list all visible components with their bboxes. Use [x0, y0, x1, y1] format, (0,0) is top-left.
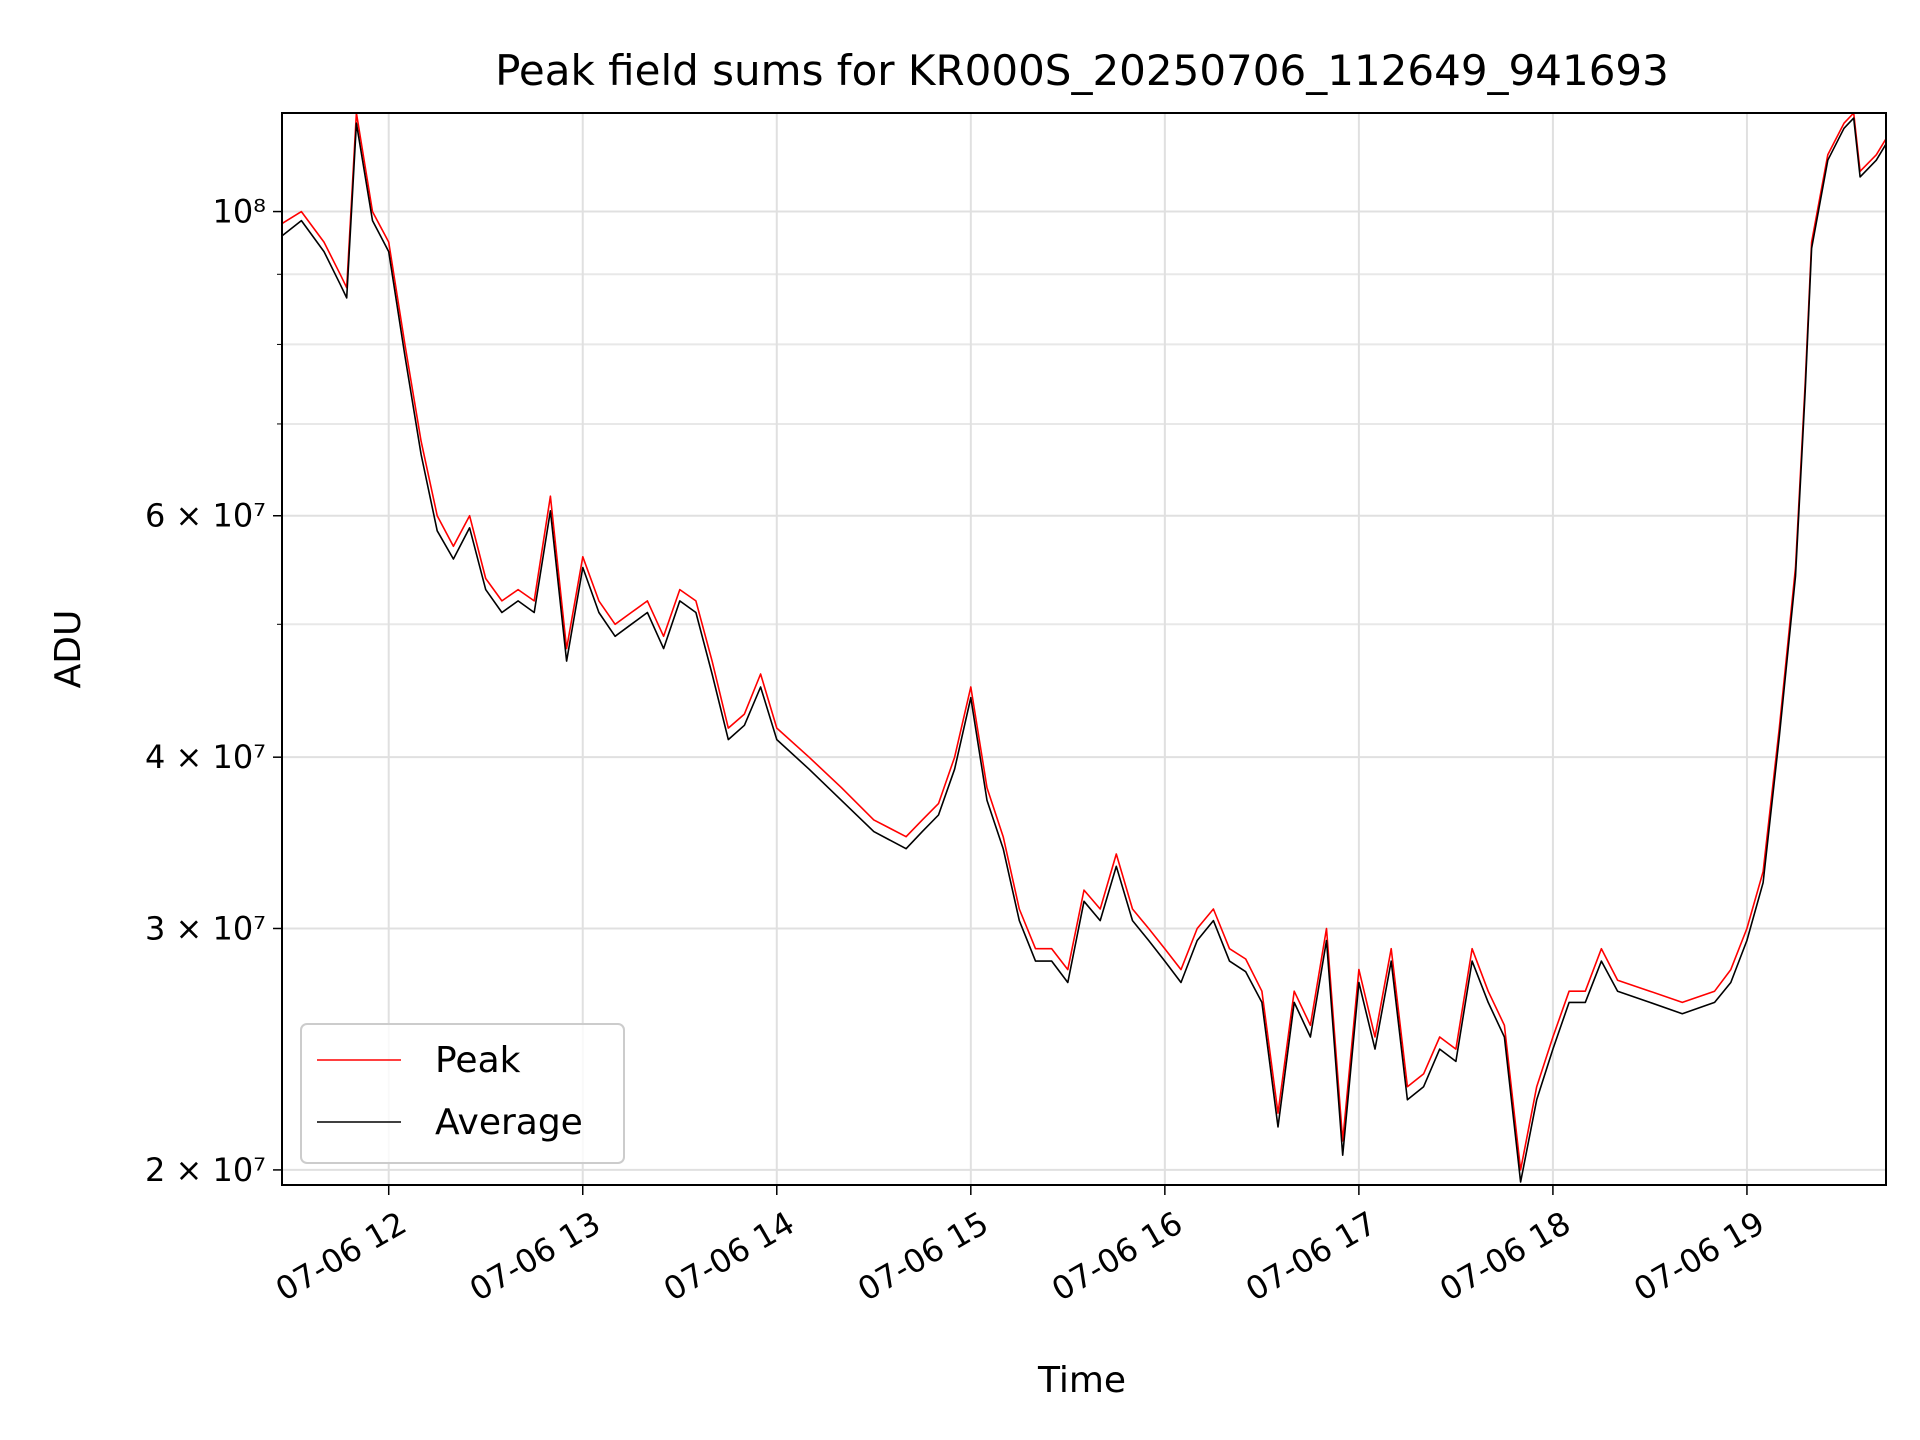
- plot-frame: [281, 112, 1887, 1186]
- y-tick-label: 3 × 10⁷: [145, 909, 266, 947]
- legend-box: [300, 1023, 625, 1164]
- y-tick-label: 4 × 10⁷: [145, 738, 266, 776]
- x-tick-label: 07-06 19: [1627, 1204, 1771, 1309]
- y-tick-label: 2 × 10⁷: [145, 1151, 266, 1189]
- x-tick-label: 07-06 14: [657, 1204, 801, 1309]
- x-tick-label: 07-06 12: [269, 1204, 413, 1309]
- y-axis: 2 × 10⁷ 3 × 10⁷ 4 × 10⁷ 6 × 10⁷ 10⁸: [145, 193, 282, 1189]
- series-line-average: [281, 117, 1887, 1183]
- legend-average-label: Average: [435, 1102, 583, 1143]
- y-tick-label: 6 × 10⁷: [145, 497, 266, 535]
- x-axis-label: Time: [1037, 1360, 1126, 1401]
- series-line-peak: [281, 112, 1887, 1171]
- x-tick-label: 07-06 17: [1239, 1204, 1383, 1309]
- legend-peak-label: Peak: [435, 1040, 521, 1081]
- series-layer: [281, 112, 1887, 1183]
- x-tick-label: 07-06 15: [851, 1204, 995, 1309]
- x-tick-label: 07-06 13: [463, 1204, 607, 1309]
- legend: Peak Average: [300, 1023, 625, 1164]
- x-axis: 07-06 12 07-06 13 07-06 14 07-06 15 07-06 16…: [269, 1185, 1771, 1309]
- x-tick-label: 07-06 16: [1045, 1204, 1189, 1309]
- grid: [282, 113, 1886, 1185]
- chart-title: Peak field sums for KR000S_20250706_1126…: [495, 46, 1669, 95]
- x-tick-label: 07-06 18: [1433, 1204, 1577, 1309]
- y-tick-label: 10⁸: [212, 193, 266, 231]
- y-axis-label: ADU: [48, 610, 89, 689]
